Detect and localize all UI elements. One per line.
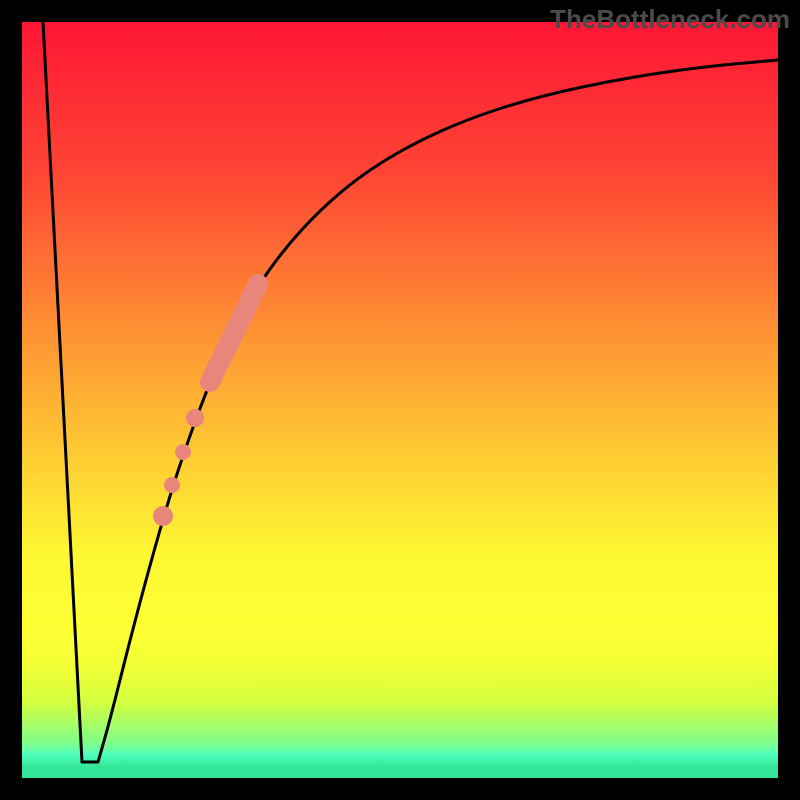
bottleneck-chart: TheBottleneck.com [0, 0, 800, 800]
marker-dot [153, 506, 173, 526]
marker-dot [164, 477, 180, 493]
chart-svg [0, 0, 800, 800]
watermark-text: TheBottleneck.com [550, 4, 790, 35]
plot-background [22, 22, 778, 778]
marker-dot [175, 444, 191, 460]
marker-dot [186, 409, 204, 427]
